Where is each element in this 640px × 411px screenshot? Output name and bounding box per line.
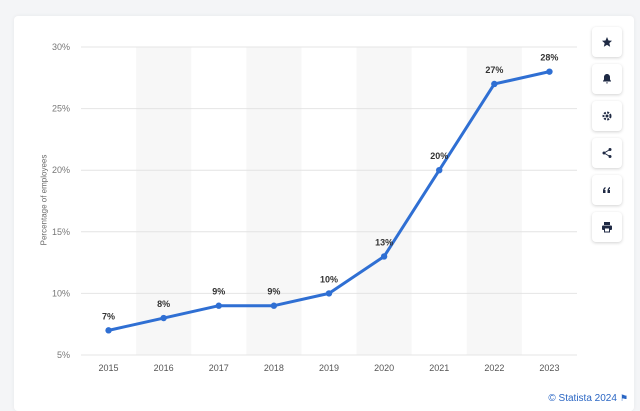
x-tick-labels: 2015 2016 2017 2018 2019 2020 2021 2022 2023 (99, 363, 560, 373)
data-label: 27% (485, 65, 503, 75)
data-point (546, 68, 553, 75)
x-tick-label: 2023 (539, 363, 559, 373)
favorite-button[interactable] (592, 27, 622, 57)
data-points (105, 68, 553, 334)
x-tick-label: 2016 (154, 363, 174, 373)
data-point (215, 302, 222, 309)
data-label: 28% (540, 53, 558, 63)
column-band (356, 47, 412, 355)
y-tick-label: 25% (52, 104, 70, 114)
chart-toolbar (592, 27, 622, 249)
data-label: 10% (320, 274, 338, 284)
gear-icon (602, 111, 612, 121)
data-label: 7% (102, 311, 115, 321)
data-point (436, 167, 443, 174)
share-button[interactable] (592, 138, 622, 168)
y-tick-label: 15% (52, 227, 70, 237)
data-point (105, 327, 112, 334)
data-point (325, 290, 333, 297)
column-bands (136, 47, 522, 355)
data-point (380, 253, 388, 260)
x-tick-label: 2017 (209, 363, 229, 373)
data-label: 9% (267, 287, 280, 297)
y-tick-label: 10% (52, 288, 70, 298)
print-button[interactable] (592, 212, 622, 242)
y-tick-label: 5% (57, 350, 70, 360)
source-credit[interactable]: © Statista 2024 ⚑ (548, 393, 628, 404)
y-tick-labels: 5% 10% 15% 20% 25% 30% (52, 42, 70, 360)
x-tick-label: 2022 (484, 363, 504, 373)
x-tick-label: 2020 (374, 363, 394, 373)
settings-button[interactable] (592, 101, 622, 131)
data-label: 13% (375, 237, 393, 247)
column-band (466, 47, 522, 355)
data-point (270, 302, 278, 309)
data-label: 9% (212, 287, 225, 297)
x-tick-label: 2015 (99, 363, 119, 373)
star-icon (602, 37, 612, 47)
gridlines (81, 46, 577, 356)
quote-icon (603, 187, 610, 193)
data-label: 8% (157, 299, 170, 309)
y-axis-label: Percentage of employees (39, 154, 49, 246)
column-band (136, 47, 192, 355)
notification-button[interactable] (592, 64, 622, 94)
cite-button[interactable] (592, 175, 622, 205)
bell-icon (603, 74, 611, 84)
data-labels: 7% 8% 9% 9% 10% 13% 20% 27% 28% (102, 53, 558, 322)
y-tick-label: 20% (52, 165, 70, 175)
x-tick-label: 2019 (319, 363, 339, 373)
x-tick-label: 2021 (429, 363, 449, 373)
print-icon (602, 222, 612, 233)
chart-card (14, 16, 634, 411)
y-tick-label: 30% (52, 42, 70, 52)
data-point (160, 314, 167, 322)
data-label: 20% (430, 151, 448, 161)
x-tick-label: 2018 (264, 363, 284, 373)
credit-text: © Statista 2024 (548, 393, 617, 404)
flag-icon: ⚑ (619, 393, 628, 403)
share-icon (602, 148, 612, 158)
data-point (491, 80, 498, 88)
